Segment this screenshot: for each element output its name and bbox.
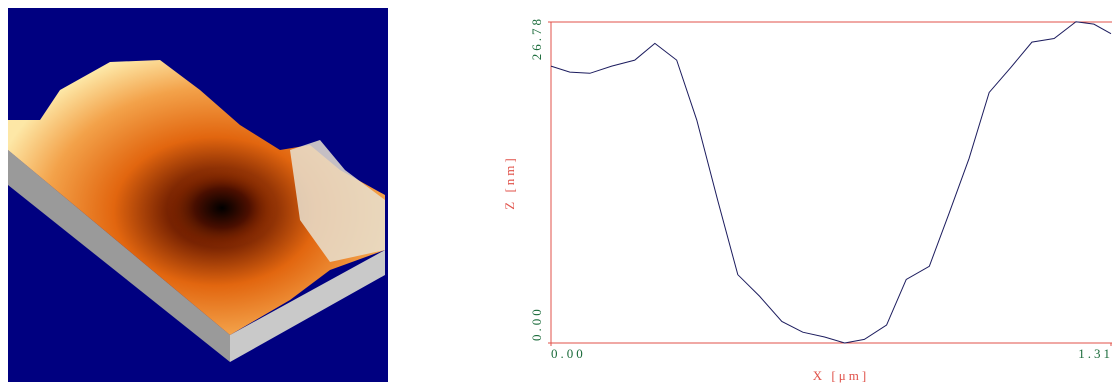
y-tick-label: 26.78 — [529, 16, 544, 60]
surface-ridge — [290, 140, 385, 262]
profile-line — [550, 21, 1112, 344]
x-tick-label: 0.00 — [551, 346, 586, 361]
side-right — [230, 250, 385, 362]
x-axis-label: X [μm] — [813, 368, 869, 383]
side-left — [8, 150, 230, 362]
y-tick-label: 0.00 — [529, 306, 544, 341]
surface-pit — [167, 168, 277, 248]
y-axis-label: Z [nm] — [502, 155, 517, 209]
afm-3d-render — [8, 8, 388, 382]
profile-plot: 0.00 26.78 0.00 1.31 X [μm] Z [nm] — [502, 16, 1112, 383]
x-tick-label: 1.31 — [1078, 346, 1112, 361]
